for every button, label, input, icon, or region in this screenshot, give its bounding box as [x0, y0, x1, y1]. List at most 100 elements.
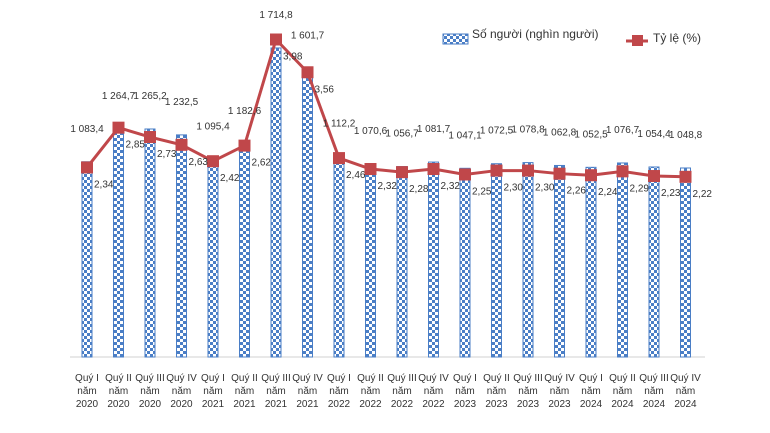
x-tick-label: 2024	[580, 399, 603, 410]
x-tick-label: 2021	[265, 399, 288, 410]
x-tick-label: 2020	[139, 399, 162, 410]
x-tick-label: 2020	[170, 399, 193, 410]
rate-value-label: 2,24	[598, 187, 618, 198]
rate-marker	[679, 170, 692, 183]
x-tick-label: năm	[361, 386, 380, 397]
bar-value-label: 1 052,5	[574, 129, 608, 140]
bar	[428, 161, 439, 358]
rate-value-label: 2,63	[189, 157, 209, 168]
rate-marker	[522, 164, 534, 177]
x-tick-label: 2023	[485, 399, 508, 410]
legend-line-label: Tỷ lệ (%)	[653, 31, 701, 45]
x-tick-label: Quý IV	[544, 373, 575, 384]
rate-value-label: 2,42	[220, 173, 240, 184]
bar-value-label: 1 095,4	[196, 122, 230, 133]
rate-marker	[459, 168, 471, 181]
bar-value-label: 1 601,7	[291, 30, 325, 41]
rate-value-label: 3,56	[315, 84, 335, 95]
x-tick-label: Quý IV	[166, 373, 197, 384]
bar	[522, 162, 534, 358]
bar	[113, 128, 124, 358]
rate-value-label: 2,34	[94, 179, 114, 190]
rate-marker	[144, 131, 156, 144]
x-tick-label: Quý I	[75, 373, 99, 384]
bar	[270, 47, 282, 358]
x-tick-label: 2023	[548, 399, 571, 410]
rate-marker	[270, 33, 282, 46]
rate-marker	[427, 163, 440, 176]
rate-marker	[396, 166, 408, 179]
rate-value-label: 2,85	[126, 140, 146, 151]
x-tick-label: năm	[455, 386, 474, 397]
rate-marker	[81, 161, 93, 174]
bar	[648, 166, 660, 358]
bar	[491, 163, 502, 358]
bar-value-label: 1 182,6	[228, 106, 262, 117]
x-tick-label: 2024	[674, 399, 697, 410]
rate-marker	[648, 170, 660, 183]
rate-value-label: 3,98	[283, 52, 303, 63]
bar	[459, 167, 471, 358]
x-tick-label: năm	[235, 386, 254, 397]
x-tick-label: 2022	[422, 399, 445, 410]
legend: Số người (nghìn người) Tỷ lệ (%)	[442, 27, 701, 46]
x-tick-label: Quý IV	[670, 373, 701, 384]
x-tick-label: Quý II	[609, 373, 636, 384]
bar	[554, 164, 565, 358]
legend-bar-label: Số người (nghìn người)	[472, 27, 599, 41]
x-tick-label: Quý III	[387, 373, 416, 384]
x-tick-label: năm	[392, 386, 411, 397]
x-tick-label: Quý II	[483, 373, 510, 384]
bar-value-label: 1 070,6	[354, 126, 388, 137]
x-tick-label: 2022	[328, 399, 351, 410]
x-tick-label: Quý IV	[418, 373, 449, 384]
rate-value-label: 2,32	[378, 181, 398, 192]
x-tick-label: năm	[109, 386, 128, 397]
rate-marker	[112, 121, 125, 134]
rate-value-label: 2,22	[693, 189, 713, 200]
bar-value-label: 1 112,2	[323, 119, 356, 130]
bar-value-label: 1 265,2	[133, 91, 167, 102]
bar	[333, 156, 345, 358]
bar	[81, 161, 93, 358]
bar	[585, 166, 597, 358]
bar	[176, 134, 187, 358]
bar-value-label: 1 048,8	[669, 130, 703, 141]
x-tick-label: Quý III	[639, 373, 668, 384]
legend-bar-swatch	[442, 33, 469, 45]
x-tick-label: 2021	[296, 399, 319, 410]
bar-value-label: 1 714,8	[259, 10, 293, 21]
rate-value-label: 2,73	[157, 149, 177, 160]
x-tick-label: năm	[203, 386, 222, 397]
x-tick-label: năm	[676, 386, 695, 397]
x-tick-label: 2024	[643, 399, 666, 410]
x-tick-label: năm	[424, 386, 443, 397]
rate-value-label: 2,23	[661, 188, 681, 199]
x-tick-label: năm	[172, 386, 191, 397]
x-tick-label: 2020	[76, 399, 99, 410]
x-tick-label: Quý II	[231, 373, 258, 384]
rate-value-label: 2,30	[535, 183, 555, 194]
x-tick-label: 2023	[517, 399, 540, 410]
x-tick-label: năm	[298, 386, 317, 397]
x-tick-label: Quý I	[453, 373, 477, 384]
x-tick-label: năm	[518, 386, 537, 397]
bar	[680, 167, 691, 358]
bar-value-label: 1 232,5	[165, 97, 199, 108]
x-tick-label: 2020	[107, 399, 130, 410]
x-tick-label: 2021	[202, 399, 225, 410]
bar	[207, 159, 219, 358]
bar-value-label: 1 081,7	[417, 124, 451, 135]
x-tick-label: năm	[644, 386, 663, 397]
x-tick-label: 2024	[611, 399, 634, 410]
x-tick-label: Quý I	[201, 373, 225, 384]
bar	[239, 143, 250, 358]
bar-value-label: 1 054,4	[637, 129, 671, 140]
rate-marker	[175, 138, 188, 151]
rate-marker	[553, 167, 566, 180]
rate-value-label: 2,26	[567, 186, 587, 197]
x-tick-label: Quý II	[105, 373, 132, 384]
x-tick-label: 2021	[233, 399, 256, 410]
rate-marker	[490, 164, 503, 177]
